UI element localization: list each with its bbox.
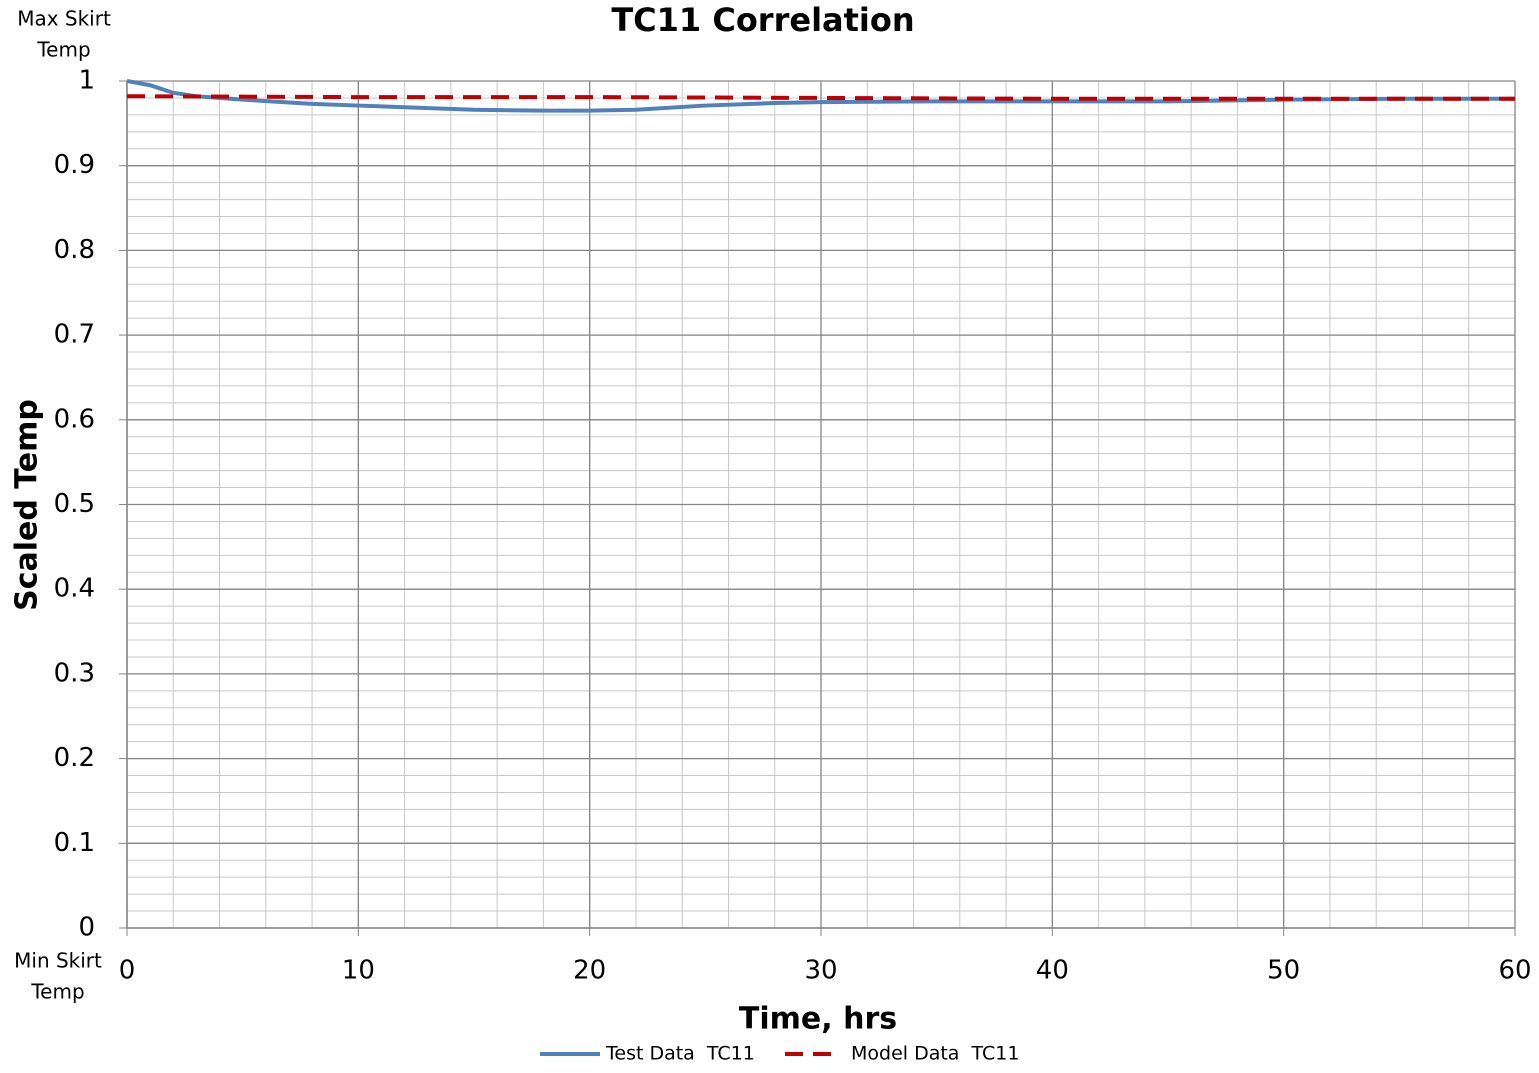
x-tick-label: 50: [1267, 956, 1300, 986]
y-axis-label: Scaled Temp: [10, 399, 45, 611]
y-tick-label: 0.4: [54, 574, 95, 604]
x-tick-label: 40: [1036, 956, 1069, 986]
y-tick-label: 0.5: [54, 489, 95, 519]
annotation: Max Skirt: [17, 7, 111, 31]
y-tick-label: 0: [78, 913, 95, 943]
y-tick-label: 1: [78, 66, 95, 96]
legend-label: Model Data TC11: [851, 1043, 1019, 1065]
x-axis-label: Time, hrs: [739, 1002, 897, 1037]
y-tick-label: 0.7: [54, 320, 95, 350]
x-tick-label: 60: [1498, 956, 1531, 986]
y-tick-label: 0.8: [54, 235, 95, 265]
y-tick-label: 0.6: [54, 404, 95, 434]
annotation: Min Skirt: [14, 949, 102, 973]
annotation: Temp: [30, 980, 84, 1004]
y-tick-label: 0.3: [54, 658, 95, 688]
x-tick-label: 0: [119, 956, 136, 986]
y-tick-label: 0.2: [54, 743, 95, 773]
series-line: [126, 94, 1515, 101]
annotation: Temp: [36, 38, 90, 62]
chart-title: TC11 Correlation: [611, 1, 914, 39]
x-tick-label: 30: [804, 956, 837, 986]
y-tick-label: 0.9: [54, 150, 95, 180]
legend-label: Test Data TC11: [605, 1043, 755, 1065]
x-tick-label: 20: [573, 956, 606, 986]
x-tick-label: 10: [342, 956, 375, 986]
y-tick-label: 0.1: [54, 828, 95, 858]
